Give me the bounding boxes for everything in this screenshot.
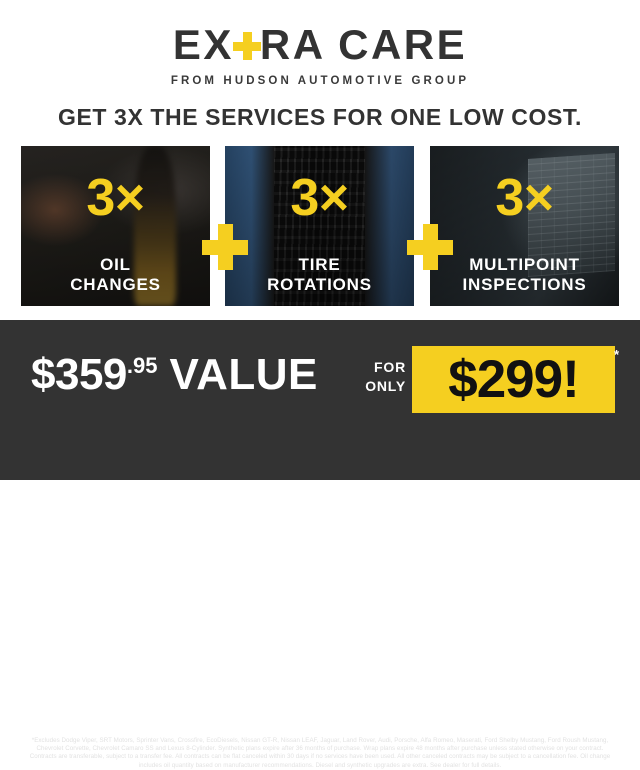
service-label-line-2: CHANGES [70, 274, 161, 294]
disclaimer-text: *Excludes Dodge Viper, SRT Motors, Sprin… [29, 737, 611, 769]
service-panel-oil-changes: 3× OIL CHANGES [21, 146, 210, 306]
plus-icon [202, 224, 248, 270]
extra-care-promo-ad: EX RA CARE FROM HUDSON AUTOMOTIVE GROUP G… [0, 0, 640, 480]
photo-overlay [21, 146, 210, 306]
original-value: $359.95 VALUE [31, 353, 318, 397]
logo-text-part-1: EX [172, 21, 234, 68]
service-label-line-1: OIL [100, 255, 131, 275]
service-label-line-1: MULTIPOINT [469, 255, 580, 275]
sale-price-badge: $299! [412, 346, 615, 413]
sale-price: $299! [448, 350, 580, 409]
plus-icon [407, 224, 453, 270]
photo-overlay [225, 146, 414, 306]
plus-icon [232, 31, 262, 61]
services-strip: 3× OIL CHANGES 3× TIRE ROTATIONS 3× MULT… [21, 146, 619, 306]
photo-overlay [430, 146, 619, 306]
page-title: GET 3X THE SERVICES FOR ONE LOW COST. [57, 104, 582, 130]
price-asterisk: * [614, 347, 620, 362]
service-label-line-2: INSPECTIONS [462, 274, 587, 294]
for-only-line-1: FOR [374, 359, 406, 375]
service-multiplier: 3× [495, 169, 554, 227]
service-label-line-2: ROTATIONS [267, 274, 372, 294]
service-label: TIRE ROTATIONS [225, 255, 414, 294]
service-panel-multipoint-inspections: 3× MULTIPOINT INSPECTIONS [430, 146, 619, 306]
value-cents: .95 [126, 353, 158, 378]
value-amount: $359 [31, 350, 127, 399]
value-word: VALUE [169, 350, 318, 399]
brand-tagline: FROM HUDSON AUTOMOTIVE GROUP [170, 75, 470, 87]
for-only-label: FOR ONLY [350, 358, 406, 396]
service-label: OIL CHANGES [21, 255, 210, 294]
pricing-band: $359.95 VALUE FOR ONLY $299! * *Excludes … [0, 320, 640, 769]
oil-pouring-photo [21, 146, 210, 306]
service-panel-tire-rotations: 3× TIRE ROTATIONS [225, 146, 414, 306]
service-label-line-1: TIRE [298, 255, 341, 275]
service-multiplier: 3× [86, 169, 145, 227]
tire-held-by-technician-photo [225, 146, 414, 306]
for-only-line-2: ONLY [365, 377, 406, 394]
diagnostic-laptop-photo [430, 146, 619, 306]
brand-logo: EX RA CARE FROM HUDSON AUTOMOTIVE GROUP [0, 24, 640, 88]
logo-wordmark: EX RA CARE [173, 24, 467, 66]
service-label: MULTIPOINT INSPECTIONS [430, 255, 619, 294]
logo-text-part-2: RA CARE [259, 21, 468, 68]
service-multiplier: 3× [290, 169, 349, 227]
